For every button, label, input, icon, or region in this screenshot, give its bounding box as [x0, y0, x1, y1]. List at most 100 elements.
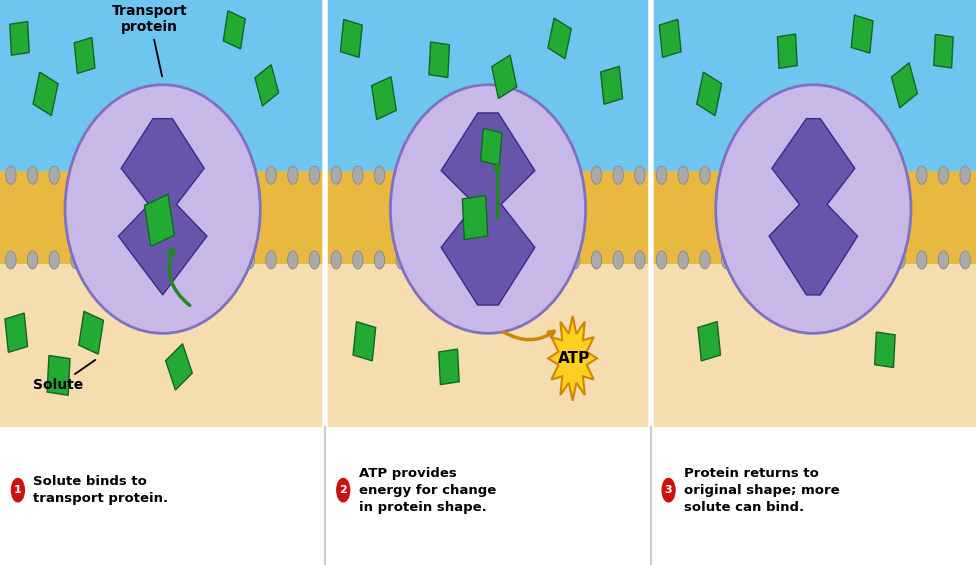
Circle shape	[787, 166, 796, 184]
Circle shape	[548, 251, 558, 269]
Circle shape	[439, 251, 450, 269]
Circle shape	[526, 251, 537, 269]
Circle shape	[223, 166, 233, 184]
Polygon shape	[79, 311, 103, 354]
Circle shape	[662, 478, 675, 503]
Polygon shape	[874, 332, 895, 368]
Circle shape	[352, 166, 363, 184]
Polygon shape	[659, 19, 681, 58]
Circle shape	[461, 251, 471, 269]
Polygon shape	[778, 34, 797, 68]
Circle shape	[352, 251, 363, 269]
Circle shape	[830, 166, 840, 184]
Circle shape	[27, 166, 38, 184]
Circle shape	[461, 166, 471, 184]
Circle shape	[570, 251, 580, 269]
Text: 1: 1	[14, 485, 21, 495]
Text: Solute: Solute	[33, 360, 96, 393]
Circle shape	[678, 251, 688, 269]
Circle shape	[830, 251, 840, 269]
Circle shape	[591, 166, 601, 184]
Polygon shape	[224, 11, 245, 49]
Circle shape	[700, 166, 711, 184]
Circle shape	[743, 251, 753, 269]
Circle shape	[336, 478, 350, 503]
Circle shape	[916, 166, 927, 184]
Bar	[325, 264, 651, 427]
Ellipse shape	[390, 85, 586, 333]
Circle shape	[244, 251, 255, 269]
Circle shape	[678, 166, 688, 184]
Circle shape	[874, 251, 883, 269]
Circle shape	[375, 251, 385, 269]
Polygon shape	[480, 128, 502, 166]
Circle shape	[916, 251, 927, 269]
Polygon shape	[769, 119, 858, 295]
Circle shape	[201, 251, 211, 269]
Circle shape	[526, 166, 537, 184]
Polygon shape	[118, 119, 207, 295]
Circle shape	[180, 166, 189, 184]
Polygon shape	[5, 313, 27, 353]
Bar	[325, 171, 651, 264]
Circle shape	[721, 166, 732, 184]
Circle shape	[223, 251, 233, 269]
Circle shape	[11, 478, 25, 503]
Polygon shape	[698, 321, 720, 361]
Circle shape	[6, 251, 16, 269]
Circle shape	[396, 251, 406, 269]
Circle shape	[787, 251, 796, 269]
Circle shape	[288, 166, 298, 184]
Polygon shape	[166, 344, 192, 390]
Circle shape	[244, 166, 255, 184]
Circle shape	[505, 166, 515, 184]
Circle shape	[700, 251, 711, 269]
Circle shape	[309, 166, 320, 184]
Circle shape	[808, 166, 819, 184]
Polygon shape	[439, 349, 459, 385]
Circle shape	[895, 251, 906, 269]
Circle shape	[570, 166, 580, 184]
Ellipse shape	[715, 85, 911, 333]
Polygon shape	[600, 66, 623, 105]
Circle shape	[157, 166, 168, 184]
Circle shape	[851, 166, 862, 184]
Circle shape	[808, 251, 819, 269]
Circle shape	[418, 166, 428, 184]
Polygon shape	[441, 113, 535, 305]
Polygon shape	[549, 316, 597, 401]
Ellipse shape	[65, 85, 261, 333]
Circle shape	[93, 166, 102, 184]
Circle shape	[331, 166, 342, 184]
Circle shape	[136, 251, 146, 269]
Circle shape	[634, 251, 645, 269]
Circle shape	[265, 166, 276, 184]
Circle shape	[765, 251, 775, 269]
Circle shape	[483, 251, 493, 269]
Circle shape	[613, 166, 624, 184]
Circle shape	[49, 251, 60, 269]
Bar	[0, 0, 325, 171]
Circle shape	[656, 166, 667, 184]
Bar	[0, 427, 976, 565]
Circle shape	[874, 166, 883, 184]
Circle shape	[613, 251, 624, 269]
Polygon shape	[548, 18, 571, 59]
Text: Transport
protein: Transport protein	[112, 4, 187, 76]
Polygon shape	[492, 55, 516, 98]
Polygon shape	[255, 64, 279, 106]
Circle shape	[70, 251, 81, 269]
Circle shape	[439, 166, 450, 184]
Circle shape	[721, 251, 732, 269]
Circle shape	[49, 166, 60, 184]
Polygon shape	[463, 195, 488, 240]
Circle shape	[960, 251, 970, 269]
Polygon shape	[891, 63, 917, 108]
Bar	[651, 264, 976, 427]
Circle shape	[93, 251, 102, 269]
Circle shape	[938, 251, 949, 269]
Circle shape	[396, 166, 406, 184]
Circle shape	[265, 251, 276, 269]
Bar	[0, 264, 325, 427]
Polygon shape	[372, 77, 396, 120]
